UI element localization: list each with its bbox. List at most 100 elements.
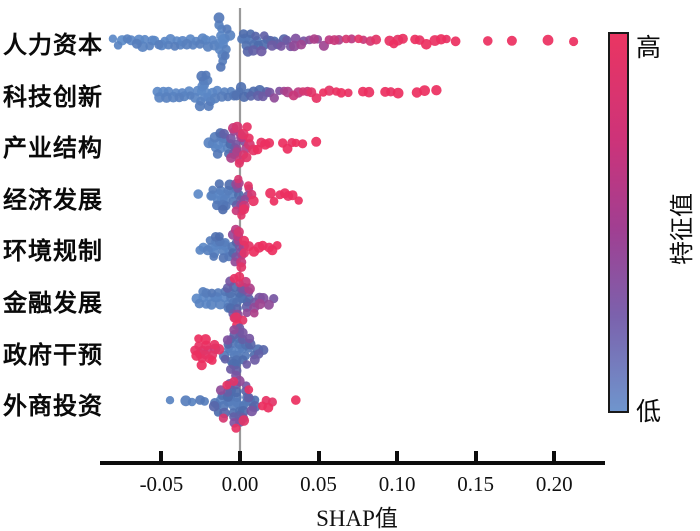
shap-dot xyxy=(234,158,244,168)
shap-dot xyxy=(229,377,239,386)
shap-dot xyxy=(216,62,226,72)
shap-dot xyxy=(223,92,233,102)
shap-dot xyxy=(287,190,298,201)
shap-dot xyxy=(298,139,308,149)
shap-dot xyxy=(248,195,259,207)
shap-dot xyxy=(419,85,430,96)
shap-dot xyxy=(131,38,142,49)
x-tick-label: 0.05 xyxy=(300,472,337,496)
shap-dot xyxy=(209,252,218,261)
shap-dot xyxy=(202,245,213,256)
x-tick-mark xyxy=(395,451,400,461)
shap-dot xyxy=(269,93,279,103)
shap-dot xyxy=(336,88,347,98)
shap-dot xyxy=(208,185,217,194)
shap-dot xyxy=(242,308,252,318)
shap-dot xyxy=(196,360,207,371)
shap-dot xyxy=(344,88,353,98)
shap-dot xyxy=(263,299,274,310)
shap-dot xyxy=(194,341,203,351)
shap-dot xyxy=(276,41,286,51)
feature-label: 金融发展 xyxy=(3,291,103,317)
shap-dot xyxy=(296,39,307,50)
shap-dot xyxy=(218,204,228,215)
shap-dot xyxy=(248,45,259,56)
shap-dot xyxy=(246,91,256,101)
shap-dot xyxy=(250,308,259,318)
shap-dot xyxy=(174,92,184,103)
shap-dot xyxy=(238,415,250,426)
shap-dot xyxy=(186,91,195,100)
shap-dot xyxy=(212,149,223,159)
feature-label: 产业结构 xyxy=(3,136,103,163)
shap-dot xyxy=(207,288,217,298)
beeswarm-row xyxy=(193,174,303,220)
shap-dot xyxy=(248,246,260,257)
shap-dot xyxy=(358,86,368,97)
x-tick-mark xyxy=(238,451,242,461)
shap-dot xyxy=(113,41,123,50)
shap-dot xyxy=(506,35,517,46)
shap-dot xyxy=(233,226,244,237)
shap-dot xyxy=(294,196,303,205)
x-tick-label: 0.10 xyxy=(378,472,416,496)
shap-dot xyxy=(196,70,207,82)
feature-label: 外商投资 xyxy=(3,394,103,421)
shap-dot xyxy=(298,87,308,96)
x-axis-line xyxy=(100,461,605,465)
shap-dot xyxy=(569,36,579,47)
shap-dot xyxy=(259,31,269,40)
shap-dot xyxy=(291,395,301,405)
shap-dot xyxy=(207,355,217,365)
colorbar-low-label: 低 xyxy=(636,399,662,426)
shap-dot xyxy=(254,298,265,310)
beeswarm-row xyxy=(190,323,269,381)
shap-dot xyxy=(251,31,260,41)
beeswarm-row xyxy=(152,70,442,112)
shap-dot xyxy=(263,402,274,413)
shap-dot xyxy=(234,174,243,184)
shap-dot xyxy=(238,29,249,39)
shap-dot xyxy=(202,41,213,52)
shap-dot xyxy=(311,136,322,147)
shap-dot xyxy=(213,12,225,24)
shap-dot xyxy=(226,364,236,374)
shap-dot xyxy=(222,335,233,345)
shap-dot xyxy=(235,82,247,93)
shap-dot xyxy=(237,327,248,339)
x-tick-label: 0.15 xyxy=(457,472,495,496)
shap-dot xyxy=(218,413,228,423)
beeswarm-row xyxy=(165,375,301,433)
feature-label: 环境规制 xyxy=(3,239,103,266)
shap-dot xyxy=(257,240,268,251)
shap-dot xyxy=(180,395,192,407)
shap-dot xyxy=(215,298,226,310)
shap-dot xyxy=(252,144,263,155)
shap-dot xyxy=(329,35,340,46)
shap-dot xyxy=(206,299,217,310)
x-tick-mark xyxy=(316,451,321,461)
shap-dot xyxy=(272,241,282,250)
shap-dot xyxy=(191,350,202,361)
shap-dot xyxy=(239,248,249,258)
shap-dot xyxy=(421,39,432,50)
shap-dot xyxy=(291,138,301,148)
feature-label: 经济发展 xyxy=(3,187,103,214)
shap-dot xyxy=(203,101,214,112)
shap-dot xyxy=(195,245,205,255)
x-tick-mark xyxy=(473,451,478,461)
shap-dot xyxy=(208,401,220,412)
shap-dot xyxy=(215,232,224,241)
shap-dot xyxy=(392,87,404,99)
shap-dot xyxy=(309,34,320,44)
shap-dot xyxy=(195,39,205,49)
shap-dot xyxy=(243,181,253,191)
shap-dot xyxy=(256,46,267,57)
colorbar-high-label: 高 xyxy=(636,35,662,62)
shap-dot xyxy=(260,139,271,150)
x-axis-title: SHAP值 xyxy=(316,506,398,531)
shap-dot xyxy=(220,51,230,61)
shap-dot xyxy=(222,24,232,34)
shap-dot xyxy=(219,128,230,139)
